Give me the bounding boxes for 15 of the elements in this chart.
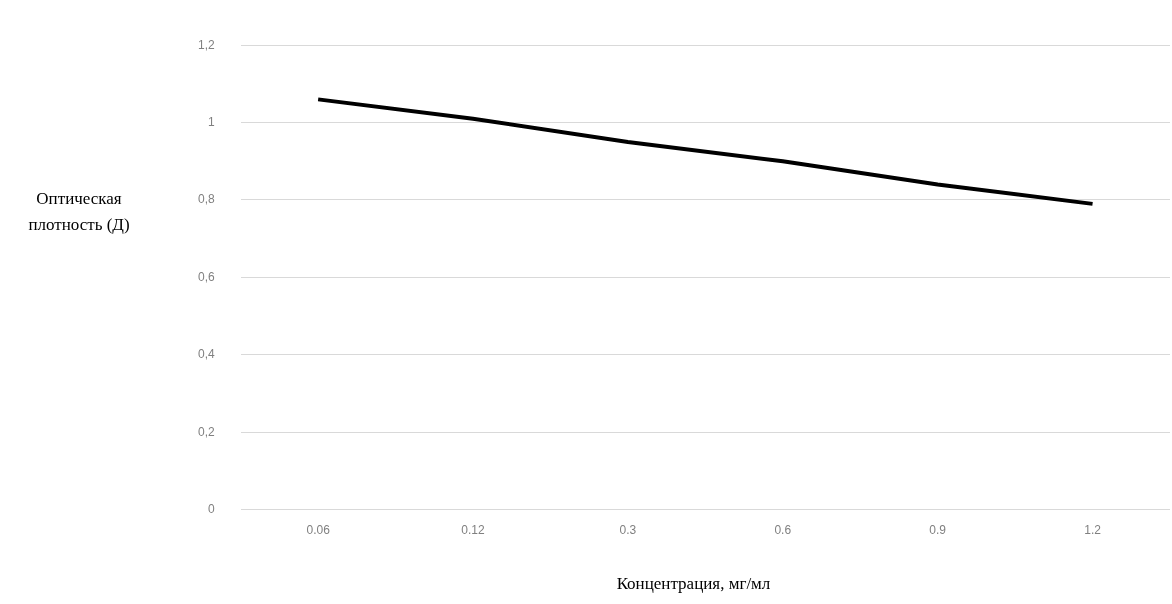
y-tick-label: 0,8 — [197, 192, 215, 207]
y-tick-label: 1 — [207, 114, 215, 129]
x-tick-label: 0.06 — [306, 523, 331, 538]
x-tick-label: 1.2 — [1084, 523, 1102, 538]
y-tick-label: 0,2 — [197, 424, 215, 439]
y-tick-label: 0,4 — [197, 347, 215, 362]
x-tick-label: 0.6 — [774, 523, 792, 538]
x-tick-label: 0.9 — [929, 523, 947, 538]
x-axis-title: Концентрация, мг/мл — [615, 574, 772, 594]
x-tick-label: 0.12 — [461, 523, 486, 538]
y-tick-label: 0,6 — [197, 269, 215, 284]
x-tick-label: 0.3 — [619, 523, 637, 538]
y-tick-label: 1,2 — [197, 37, 215, 52]
y-tick-label: 0 — [207, 501, 215, 516]
y-axis-title: Оптическая плотность (Д) — [27, 188, 131, 236]
